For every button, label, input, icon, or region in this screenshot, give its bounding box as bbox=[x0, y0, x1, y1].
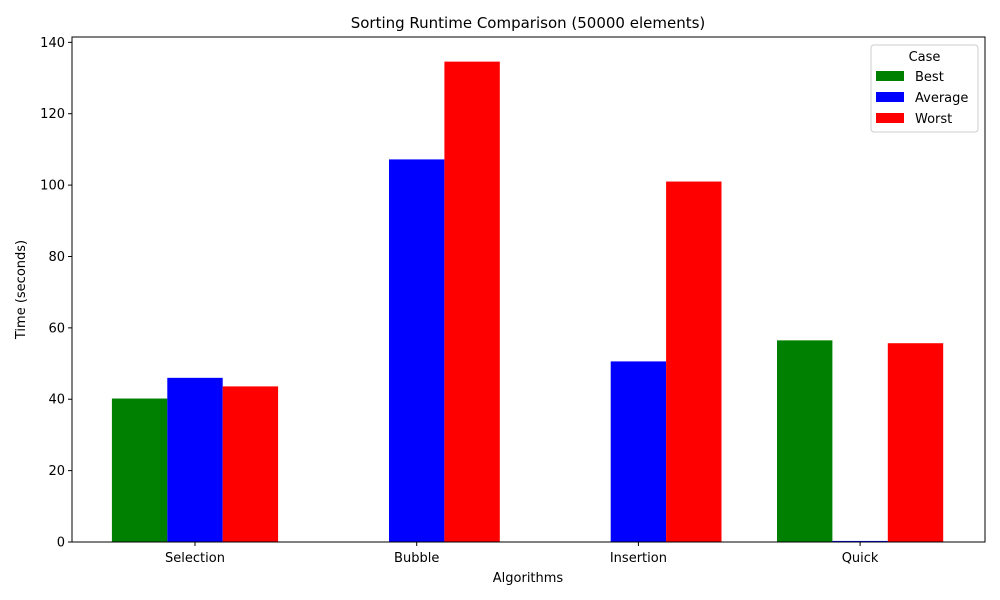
legend: Case Best Average Worst bbox=[870, 44, 979, 133]
x-tick-label-insertion: Insertion bbox=[610, 551, 667, 566]
legend-label-best: Best bbox=[915, 70, 944, 85]
x-tick-label-bubble: Bubble bbox=[394, 551, 439, 566]
x-axis: Selection Bubble Insertion Quick bbox=[165, 542, 879, 566]
y-tick-label: 0 bbox=[57, 536, 65, 551]
x-axis-label: Algorithms bbox=[493, 571, 564, 586]
legend-swatch-best bbox=[876, 71, 904, 81]
y-axis-label: Time (seconds) bbox=[14, 240, 29, 340]
bar-selection-worst bbox=[222, 386, 279, 542]
plot-frame bbox=[71, 36, 986, 543]
bar-bubble-worst bbox=[444, 61, 500, 542]
bar-insertion-worst bbox=[666, 181, 722, 543]
legend-items: Best Average Worst bbox=[876, 70, 968, 127]
bars-group bbox=[111, 61, 944, 543]
bar-selection-best bbox=[111, 398, 168, 542]
legend-title: Case bbox=[909, 50, 941, 65]
y-tick-label: 120 bbox=[40, 107, 65, 122]
legend-swatch-worst bbox=[876, 113, 904, 123]
y-tick-label: 100 bbox=[40, 179, 65, 194]
bar-quick-worst bbox=[887, 343, 944, 542]
bar-bubble-average bbox=[389, 159, 445, 542]
y-axis: 0 20 40 60 80 100 120 140 bbox=[40, 36, 72, 551]
legend-label-worst: Worst bbox=[915, 112, 952, 127]
bar-quick-best bbox=[777, 340, 833, 542]
x-tick-label-quick: Quick bbox=[842, 551, 879, 566]
bar-insertion-average bbox=[610, 361, 667, 542]
x-tick-label-selection: Selection bbox=[165, 551, 225, 566]
y-tick-label: 140 bbox=[40, 36, 65, 51]
bar-quick-average bbox=[832, 540, 888, 542]
y-tick-label: 60 bbox=[48, 321, 65, 336]
chart-title: Sorting Runtime Comparison (50000 elemen… bbox=[351, 14, 706, 32]
legend-label-average: Average bbox=[915, 91, 968, 106]
y-tick-label: 20 bbox=[48, 464, 65, 479]
legend-box bbox=[870, 44, 979, 133]
legend-swatch-average bbox=[876, 92, 904, 102]
y-tick-label: 40 bbox=[48, 393, 65, 408]
y-tick-label: 80 bbox=[48, 250, 65, 265]
bar-selection-average bbox=[167, 377, 223, 542]
